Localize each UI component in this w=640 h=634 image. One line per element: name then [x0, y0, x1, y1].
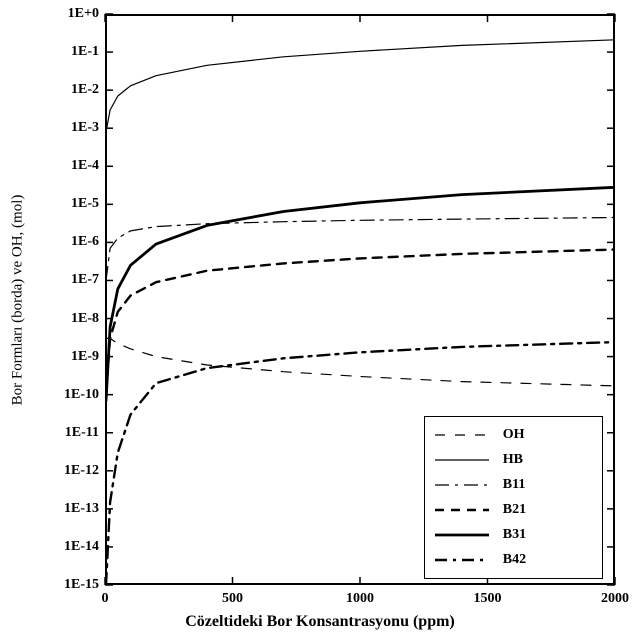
y-tick-label: 1E-9	[39, 349, 99, 365]
y-tick-label: 1E-5	[39, 196, 99, 212]
legend-swatch	[435, 502, 489, 518]
legend-entry: OH	[435, 427, 592, 443]
series-line	[106, 218, 615, 281]
series-line	[106, 250, 615, 395]
y-tick-label: 1E-8	[39, 311, 99, 327]
legend-swatch	[435, 427, 489, 443]
legend-swatch	[435, 527, 489, 543]
legend-label: B21	[503, 502, 526, 518]
legend-label: HB	[503, 452, 523, 468]
x-tick-label: 1000	[330, 591, 390, 607]
legend-entry: B42	[435, 552, 592, 568]
y-tick-label: 1E-7	[39, 272, 99, 288]
y-tick-label: 1E-14	[39, 539, 99, 555]
legend-entry: B21	[435, 502, 592, 518]
y-tick-label: 1E-10	[39, 387, 99, 403]
y-tick-label: 1E-12	[39, 463, 99, 479]
y-tick-label: 1E-3	[39, 120, 99, 136]
legend-swatch	[435, 552, 489, 568]
series-line	[106, 40, 615, 132]
legend-box: OH HB B11 B21 B31 B42	[424, 416, 603, 580]
y-tick-label: 1E-2	[39, 82, 99, 98]
legend-swatch	[435, 477, 489, 493]
x-tick-label: 0	[75, 591, 135, 607]
x-tick-label: 2000	[585, 591, 640, 607]
legend-label: B31	[503, 527, 526, 543]
x-tick-label: 1500	[458, 591, 518, 607]
legend-entry: B11	[435, 477, 592, 493]
y-tick-label: 1E-6	[39, 234, 99, 250]
series-line	[106, 187, 615, 400]
legend-entry: HB	[435, 452, 592, 468]
legend-swatch	[435, 452, 489, 468]
y-tick-label: 1E-13	[39, 501, 99, 517]
y-tick-label: 1E-11	[39, 425, 99, 441]
chart-figure: Bor Formları (borda) ve OH, (mol) Cözelt…	[0, 0, 640, 634]
y-tick-label: 1E-4	[39, 158, 99, 174]
y-tick-label: 1E+0	[39, 6, 99, 22]
x-tick-label: 500	[203, 591, 263, 607]
legend-entry: B31	[435, 527, 592, 543]
legend-label: B11	[503, 477, 526, 493]
legend-label: OH	[503, 427, 525, 443]
legend-label: B42	[503, 552, 526, 568]
y-tick-label: 1E-1	[39, 44, 99, 60]
